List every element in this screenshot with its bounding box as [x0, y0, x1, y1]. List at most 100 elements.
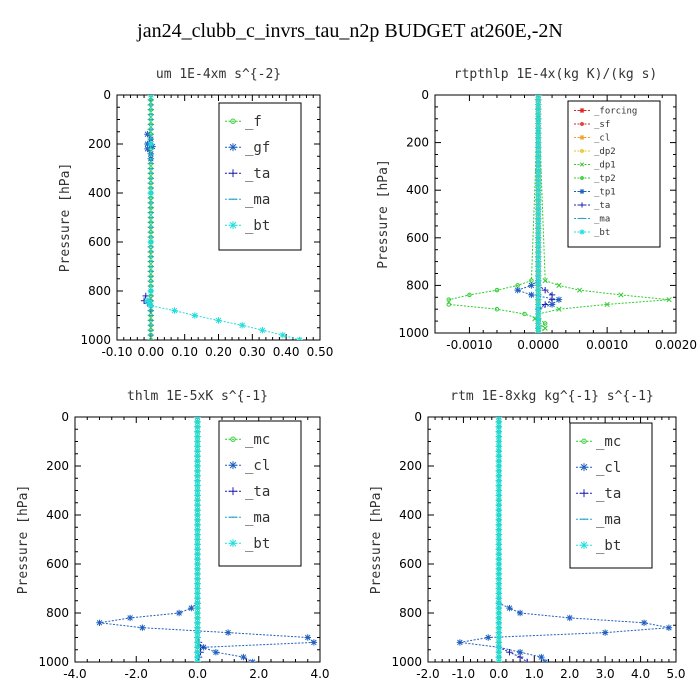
rtm-series-bt-point	[495, 653, 503, 661]
thlm-series-bt-point	[194, 492, 201, 499]
rtpthlp-series-dp1-point	[604, 301, 610, 308]
thlm-series-bt-point	[194, 555, 201, 563]
rtpthlp-legend-entry-sf-marker	[580, 122, 584, 126]
rtm-series-bt-point	[495, 565, 503, 573]
rtpthlp-series-bt-point	[535, 206, 542, 213]
rtm-ytick-label: 400	[399, 508, 422, 522]
um-series-bt-line	[146, 95, 300, 340]
thlm-legend-entry-mc-label: _mc	[245, 432, 270, 448]
rtpthlp-series-dp1-point	[556, 306, 562, 312]
thlm-series-cl-point	[249, 658, 256, 662]
thlm-legend-entry-ma-label: _ma	[245, 510, 270, 526]
rtpthlp-series-bt-point	[535, 158, 542, 165]
rtpthlp-series-bt-point	[535, 187, 542, 194]
rtpthlp-series-bt-point	[535, 125, 542, 132]
rtm-xtick-label: 0.0	[489, 667, 508, 681]
rtpthlp-series-bt-point	[535, 277, 542, 284]
rtm-series-bt-point	[495, 541, 503, 548]
rtpthlp-series-dp1-point	[666, 297, 672, 303]
um-ytick-label: 400	[88, 186, 111, 200]
rtpthlp-series-bt-point	[535, 101, 542, 108]
thlm-xtick-label: -4.0	[63, 667, 86, 681]
rtpthlp-series-dp1-point	[618, 292, 624, 298]
um-xtick-label: 0.30	[239, 345, 266, 359]
rtpthlp-series-bt-point	[535, 296, 542, 303]
thlm-series-bt-point	[194, 423, 201, 430]
rtm-ytick-label: 200	[399, 459, 422, 473]
rtm-series-bt-point	[495, 629, 503, 636]
rtpthlp-legend-entry-dp2-label: _dp2	[594, 147, 616, 157]
thlm-series-bt-point	[194, 497, 201, 504]
thlm-series-cl-point	[126, 614, 134, 622]
rtm-title: rtm 1E-8xkg kg^{-1} s^{-1}	[450, 389, 654, 404]
figure-title: jan24_clubb_c_invrs_tau_n2p BUDGET at260…	[137, 20, 563, 42]
rtpthlp-series-bt-point	[535, 225, 542, 232]
thlm-series-bt-point	[194, 590, 201, 597]
um-ylabel: Pressure [hPa]	[58, 163, 73, 273]
thlm-series-bt-point	[194, 448, 201, 455]
thlm-series-bt-point	[194, 644, 201, 651]
rtpthlp-series-bt-point	[535, 182, 542, 189]
thlm-ytick-label: 400	[46, 508, 69, 522]
rtm-series-bt-point	[495, 487, 503, 494]
rtm-series-bt-point	[495, 551, 503, 558]
thlm-series-bt-point	[194, 634, 201, 641]
thlm-series-bt-point	[194, 457, 201, 465]
rtm-series-bt-point	[495, 492, 503, 499]
rtm-series-cl-point	[506, 604, 513, 612]
um-ytick-label: 200	[88, 137, 111, 151]
rtm-series-bt-point	[495, 575, 503, 582]
rtpthlp-legend-entry-forcing-marker	[579, 107, 585, 113]
rtm-series-bt-point	[495, 649, 503, 656]
rtpthlp-series-bt-point	[535, 239, 542, 246]
thlm-legend-entry-mc-marker	[230, 436, 236, 442]
rtpthlp-series-bt-point	[535, 172, 542, 180]
rtm-series-bt-point	[495, 624, 503, 631]
rtm-series-bt-point	[495, 477, 503, 484]
thlm-series-bt-point	[194, 502, 201, 509]
rtpthlp-series-bt-point	[535, 282, 542, 289]
thlm-series-bt-point	[194, 516, 201, 524]
rtm-xtick-label: 1.0	[525, 667, 544, 681]
thlm-xtick-label: -2.0	[125, 667, 148, 681]
um-xtick-label: 0.20	[205, 345, 232, 359]
um-series-bt-point	[147, 189, 155, 197]
rtpthlp-legend-entry-dp1-label: _dp1	[594, 161, 616, 171]
um-series-bt-point	[147, 287, 155, 295]
um-series-bt-point	[259, 327, 266, 334]
thlm-series-bt-point	[194, 609, 201, 617]
rtm-legend-entry-ma-label: _ma	[596, 512, 621, 528]
rtpthlp-legend-entry-tp2-label: _tp2	[594, 174, 616, 184]
rtm-series-bt-point	[495, 516, 503, 524]
rtm-series-cl-point	[516, 649, 524, 656]
rtpthlp-series-bt-point	[535, 220, 542, 227]
um-series-bt-point	[144, 297, 151, 304]
rtpthlp-series-bt-point	[535, 196, 542, 203]
rtm-series-bt-point	[495, 600, 503, 607]
rtm-legend-entry-cl-label: _cl	[596, 460, 621, 476]
thlm-title: thlm 1E-5xK s^{-1}	[127, 389, 268, 404]
rtpthlp-series-tp1-point	[514, 286, 521, 294]
thlm-series-bt-point	[194, 653, 201, 661]
thlm-ytick-label: 200	[46, 459, 69, 473]
um-legend-entry-gf-marker	[229, 143, 237, 152]
um-ytick-label: 1000	[80, 333, 111, 347]
rtm-series-bt-point	[495, 457, 503, 465]
um-ytick-label: 800	[88, 284, 111, 298]
rtm-series-bt-point	[495, 506, 503, 514]
rtpthlp-legend-entry-cl-label: _cl	[594, 134, 610, 144]
rtm-series-bt-point	[495, 482, 503, 489]
um-series-bt-point	[191, 312, 199, 319]
rtpthlp-series-bt-point	[535, 263, 542, 270]
rtpthlp-series-bt-point	[535, 272, 542, 280]
rtpthlp-series-bt-point	[535, 301, 542, 308]
um-legend-entry-ma-label: _ma	[245, 192, 270, 208]
thlm-ytick-label: 0	[61, 410, 69, 424]
rtpthlp-series-bt-point	[535, 315, 542, 322]
rtpthlp-series-bt-point	[535, 325, 542, 332]
thlm-series-bt-point	[194, 624, 201, 631]
rtpthlp-series-tp2-point	[446, 302, 452, 307]
rtm-series-cl-point	[456, 639, 464, 646]
rtpthlp-series-dp1-point	[556, 282, 562, 288]
thlm-series-bt-point	[194, 595, 201, 602]
